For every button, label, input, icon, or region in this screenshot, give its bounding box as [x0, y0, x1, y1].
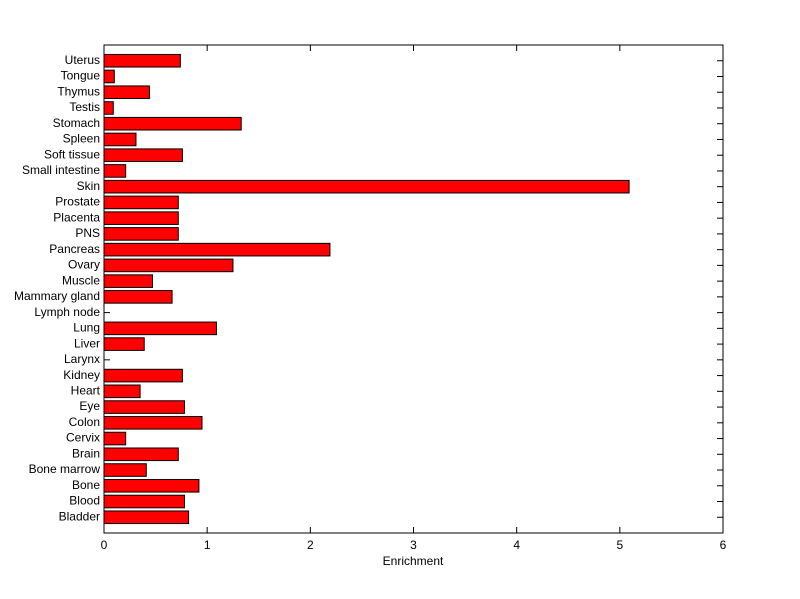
bar [103, 258, 234, 273]
bar [103, 242, 331, 257]
y-tick-label: Prostate [55, 195, 100, 209]
y-tick-label: Bone [72, 478, 100, 492]
y-tick-label: Larynx [64, 352, 100, 366]
y-tick-label: Brain [72, 446, 100, 460]
bar [103, 116, 242, 131]
y-tick-label: Spleen [63, 132, 100, 146]
bar [103, 164, 127, 178]
bar [103, 179, 630, 194]
bar [103, 510, 190, 525]
y-tick-label: Eye [79, 399, 100, 413]
bar [103, 384, 141, 399]
y-tick-label: Bladder [59, 509, 100, 523]
y-tick-label: Heart [71, 383, 101, 397]
x-tick-label: 6 [720, 538, 727, 552]
bar [103, 195, 179, 210]
bar [103, 53, 181, 68]
y-tick-label: Pancreas [49, 242, 100, 256]
bar [103, 463, 147, 477]
bar [103, 132, 137, 147]
y-tick-label: Thymus [57, 84, 100, 98]
bar [103, 274, 153, 288]
y-tick-label: Bone marrow [29, 462, 101, 476]
y-tick-label: Colon [69, 415, 100, 429]
bar [103, 69, 115, 84]
x-tick-label: 5 [616, 538, 623, 552]
bar [103, 431, 127, 446]
bar [103, 211, 179, 225]
y-tick-label: Placenta [53, 210, 100, 224]
y-tick-label: Ovary [68, 258, 100, 272]
bar [103, 368, 183, 383]
bar [103, 494, 185, 509]
y-tick-label: Uterus [65, 53, 100, 67]
bar [103, 337, 145, 351]
y-tick-label: Small intestine [22, 163, 100, 177]
y-tick-label: Liver [74, 336, 100, 350]
y-tick-label: Blood [69, 494, 100, 508]
x-tick-label: 3 [410, 538, 417, 552]
x-tick-label: 2 [307, 538, 314, 552]
x-tick-label: 4 [513, 538, 520, 552]
bar [103, 478, 200, 493]
y-tick-label: Lymph node [34, 305, 100, 319]
y-tick-label: Mammary gland [14, 289, 100, 303]
y-tick-label: Muscle [62, 273, 100, 287]
y-tick-label: Soft tissue [44, 147, 100, 161]
y-tick-label: Skin [77, 179, 100, 193]
y-tick-label: Kidney [63, 368, 100, 382]
bar [103, 148, 183, 162]
y-tick-label: Stomach [53, 116, 100, 130]
y-tick-label: Lung [73, 321, 100, 335]
bar [103, 400, 185, 414]
y-tick-label: Tongue [61, 69, 101, 83]
bar [103, 447, 179, 462]
x-axis-label: Enrichment [383, 554, 444, 568]
y-tick-label: Testis [69, 100, 100, 114]
y-tick-label: PNS [75, 226, 100, 240]
y-tick-label: Cervix [66, 431, 100, 445]
bar [103, 227, 179, 241]
x-tick-label: 0 [101, 538, 108, 552]
bar [103, 101, 114, 115]
bar [103, 416, 203, 430]
x-tick-label: 1 [204, 538, 211, 552]
bar [103, 85, 150, 100]
bar [103, 321, 217, 336]
bar [103, 290, 173, 304]
